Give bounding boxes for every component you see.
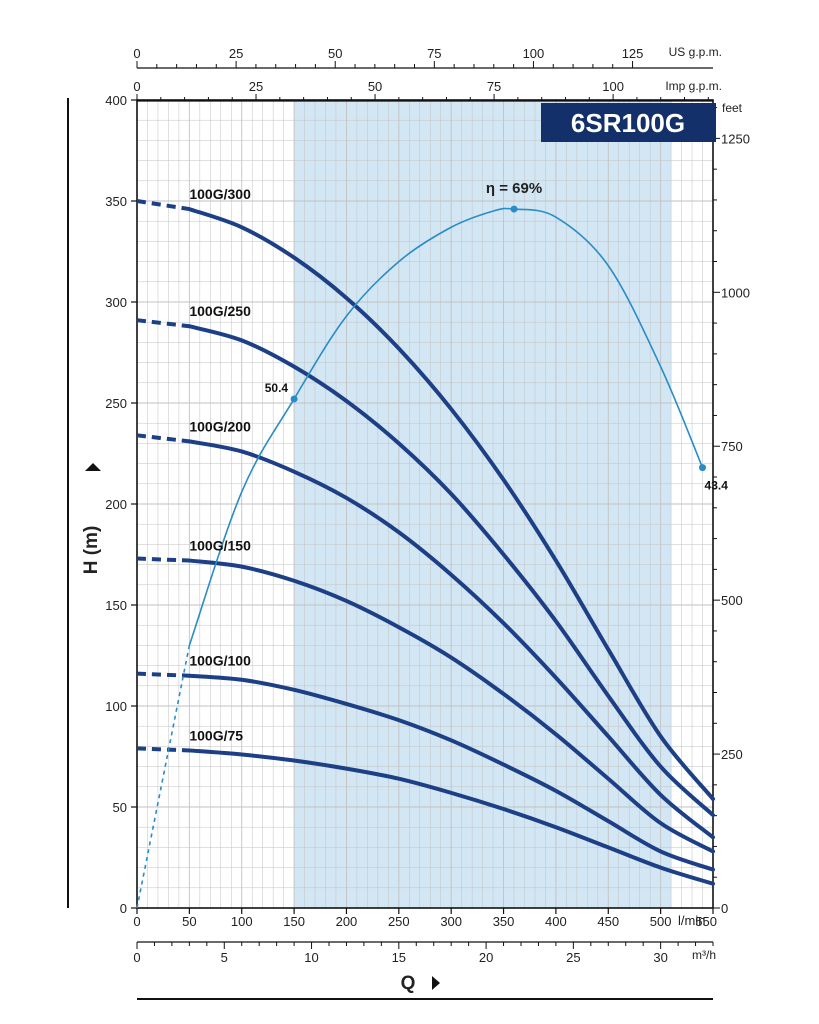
- curve-label-3: 100G/150: [189, 538, 251, 554]
- imp-gpm-axis-tick-label: 50: [368, 79, 382, 94]
- curve-label-5: 100G/75: [189, 727, 243, 743]
- head-curve-dashed-3: [136, 556, 190, 563]
- y-tick-label: 100: [105, 699, 127, 714]
- y-tick-label: 350: [105, 194, 127, 209]
- x-tick-label: 150: [283, 914, 305, 929]
- efficiency-point-label-0: 50.4: [265, 381, 289, 395]
- y-tick-label: 400: [105, 93, 127, 108]
- head-curve-2: [187, 439, 715, 840]
- m3h-axis-tick-label: 20: [479, 950, 493, 965]
- imp-gpm-axis-tick-label: 100: [602, 79, 624, 94]
- head-curve-0: [187, 207, 715, 801]
- head-curve-1: [187, 324, 715, 818]
- head-curve-3: [187, 558, 715, 854]
- head-curve-dashed-2: [136, 433, 190, 444]
- feet-axis-tick-label: 250: [721, 747, 743, 762]
- efficiency-peak-label: η = 69%: [486, 180, 542, 197]
- efficiency-curve-dashed: [136, 645, 191, 909]
- feet-axis-tick-label: 0: [721, 901, 728, 916]
- y-tick-label: 250: [105, 396, 127, 411]
- m3h-axis-tick-label: 0: [133, 950, 140, 965]
- x-unit-label: l/min: [678, 913, 705, 928]
- imp-gpm-axis-tick-label: 0: [133, 79, 140, 94]
- x-tick-label: 250: [388, 914, 410, 929]
- efficiency-point-label-2: 43.4: [705, 479, 729, 493]
- m3h-axis-tick-label: 25: [566, 950, 580, 965]
- curve-label-4: 100G/100: [189, 653, 251, 669]
- chart-title: 6SR100G: [571, 108, 685, 138]
- x-tick-label: 400: [545, 914, 567, 929]
- x-tick-label: 450: [597, 914, 619, 929]
- us-gpm-axis-tick-label: 100: [523, 46, 545, 61]
- x-tick-label: 50: [182, 914, 196, 929]
- efficiency-point-0: [290, 395, 298, 403]
- feet-axis-tick-label: 750: [721, 439, 743, 454]
- us-gpm-axis-tick-label: 25: [229, 46, 243, 61]
- x-tick-label: 200: [336, 914, 358, 929]
- feet-unit-label: feet: [722, 101, 743, 115]
- head-curve-5: [187, 748, 715, 886]
- x-tick-label: 100: [231, 914, 253, 929]
- head-curve-dashed-0: [136, 199, 190, 212]
- head-curve-dashed-4: [136, 671, 190, 678]
- us-gpm-axis-tick-label: 125: [622, 46, 644, 61]
- y-axis-arrow-icon: [85, 463, 101, 471]
- us-gpm-axis-tick-label: 75: [427, 46, 441, 61]
- y-tick-label: 50: [113, 800, 127, 815]
- y-tick-label: 0: [120, 901, 127, 916]
- curve-label-0: 100G/300: [189, 186, 251, 202]
- head-curve-4: [187, 673, 715, 872]
- feet-axis-tick-label: 500: [721, 593, 743, 608]
- x-tick-label: 550: [695, 914, 717, 929]
- feet-axis-tick-label: 1250: [721, 131, 750, 146]
- y-tick-label: 300: [105, 295, 127, 310]
- x-tick-label: 300: [440, 914, 462, 929]
- y-axis-label: H (m): [81, 526, 102, 575]
- us-gpm-unit-label: US g.p.m.: [669, 45, 722, 59]
- curve-label-2: 100G/200: [189, 418, 251, 434]
- feet-axis-tick-label: 1000: [721, 285, 750, 300]
- efficiency-curve: [188, 207, 704, 646]
- efficiency-point-1: [510, 205, 518, 213]
- us-gpm-axis-tick-label: 0: [133, 46, 140, 61]
- y-tick-label: 200: [105, 497, 127, 512]
- y-axis-title: H (m): [67, 98, 102, 908]
- imp-gpm-axis-tick-label: 25: [249, 79, 263, 94]
- head-curve-dashed-5: [136, 746, 190, 753]
- m3h-axis-tick-label: 15: [392, 950, 406, 965]
- x-tick-label: 0: [133, 914, 140, 929]
- head-curve-dashed-1: [136, 318, 190, 329]
- chart-title-background: [541, 103, 716, 142]
- imp-gpm-axis-tick-label: 75: [487, 79, 501, 94]
- m3h-axis-tick-label: 10: [304, 950, 318, 965]
- efficiency-point-2: [699, 464, 707, 472]
- x-tick-label: 350: [493, 914, 515, 929]
- imp-gpm-unit-label: Imp g.p.m.: [665, 79, 722, 93]
- chart-title-badge: 6SR100G: [541, 103, 716, 142]
- m3h-unit-label: m³/h: [692, 948, 716, 962]
- m3h-axis-tick-label: 5: [221, 950, 228, 965]
- y-tick-label: 150: [105, 598, 127, 613]
- x-axis-title: Q: [137, 973, 713, 1000]
- x-axis-arrow-icon: [432, 976, 440, 990]
- x-axis-label: Q: [401, 973, 416, 994]
- curve-label-1: 100G/250: [189, 303, 251, 319]
- m3h-axis-tick-label: 30: [653, 950, 667, 965]
- x-tick-label: 500: [650, 914, 672, 929]
- us-gpm-axis-tick-label: 50: [328, 46, 342, 61]
